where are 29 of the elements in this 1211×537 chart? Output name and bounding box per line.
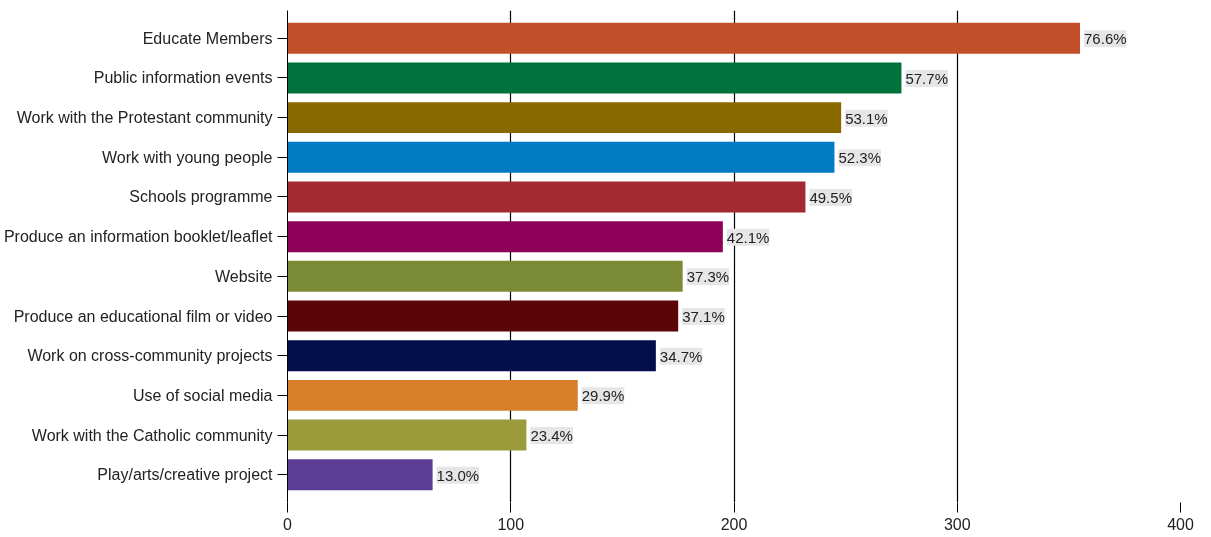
annotation: 23.4% bbox=[530, 427, 573, 445]
annotation: 52.3% bbox=[838, 149, 882, 167]
annotation: 29.9% bbox=[581, 387, 625, 405]
x-tick-label: 100 bbox=[497, 515, 525, 533]
y-tick-label: Work on cross-community projects bbox=[27, 347, 273, 365]
annotation: 34.7% bbox=[659, 347, 703, 365]
x-tick-label: 200 bbox=[720, 515, 748, 533]
annotation: 37.3% bbox=[686, 268, 730, 286]
y-tick-label: Use of social media bbox=[132, 386, 273, 404]
y-tick-label: Website bbox=[214, 267, 273, 285]
y-tick-label: Work with the Protestant community bbox=[16, 109, 273, 127]
y-tick-label: Work with the Catholic community bbox=[31, 426, 273, 444]
annotation: 13.0% bbox=[436, 466, 480, 484]
annotation: 37.1% bbox=[682, 308, 725, 326]
y-tick-label: Play/arts/creative project bbox=[97, 466, 274, 484]
annotation: 76.6% bbox=[1084, 30, 1127, 48]
y-tick-label: Public information events bbox=[93, 69, 273, 87]
y-tick-label: Educate Members bbox=[142, 29, 273, 47]
y-tick-label: Produce an information booklet/leaflet bbox=[3, 228, 274, 246]
y-tick-label: Work with young people bbox=[102, 148, 273, 166]
annotation: 57.7% bbox=[905, 69, 948, 87]
annotation: 42.1% bbox=[726, 228, 770, 246]
x-tick-label: 400 bbox=[1167, 515, 1194, 533]
x-tick-label: 0 bbox=[283, 515, 293, 533]
x-tick-label: 300 bbox=[943, 515, 971, 533]
y-tick-label: Produce an educational film or video bbox=[13, 307, 273, 325]
annotation: 53.1% bbox=[845, 109, 888, 127]
annotation: 49.5% bbox=[809, 188, 852, 206]
y-tick-label: Schools programme bbox=[129, 188, 273, 206]
